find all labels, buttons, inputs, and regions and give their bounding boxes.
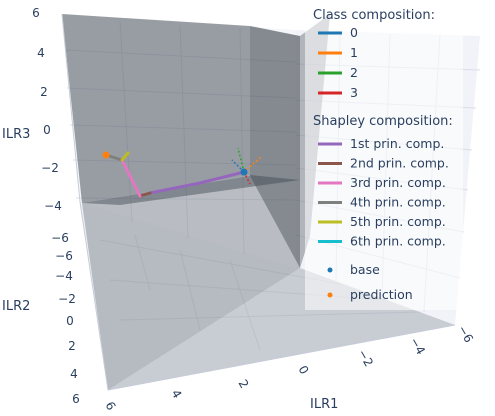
y-axis-title: ILR2 <box>2 299 30 314</box>
shapley-segment-2nd <box>138 191 152 198</box>
shapley-path <box>104 147 263 198</box>
x-tick-label: 4 <box>168 387 184 401</box>
z-tick-label: −6 <box>51 231 69 245</box>
z-axis-title: ILR3 <box>2 127 30 142</box>
y-tick-label: 2 <box>68 339 76 353</box>
z-axis-ticks: 6 4 2 0 −2 −4 −6 <box>32 6 69 245</box>
legend-class-label: 3 <box>350 85 358 100</box>
x-tick-label: −4 <box>407 335 428 357</box>
x-tick-label: 2 <box>235 377 251 391</box>
legend-shapley-items: 1st prin. comp. 2nd prin. comp. 3rd prin. … <box>318 136 449 249</box>
region-plane-center <box>250 26 300 268</box>
z-tick-label: 4 <box>37 46 45 60</box>
y-tick-label: 0 <box>66 314 74 328</box>
y-tick-label: 4 <box>70 367 78 381</box>
z-tick-label: −2 <box>41 161 59 175</box>
prediction-point <box>102 151 110 159</box>
legend-class-title: Class composition: <box>313 8 435 23</box>
shapley-segment-1st <box>148 170 246 195</box>
x-tick-label: −2 <box>355 347 376 369</box>
z-tick-label: 0 <box>43 123 51 137</box>
shapley-segment-3rd <box>120 158 142 198</box>
class-arrow-0 <box>231 159 245 173</box>
legend-point-marker <box>327 292 333 298</box>
x-tick-label: 6 <box>102 399 118 413</box>
z-tick-label: 6 <box>32 6 40 20</box>
y-tick-label: −6 <box>55 249 73 263</box>
region-plane-floor <box>82 176 300 390</box>
legend-shapley-label: 6th prin. comp. <box>350 234 446 249</box>
legend-shapley-label: 5th prin. comp. <box>350 214 446 229</box>
z-tick-label: 2 <box>40 85 48 99</box>
legend-shapley-label: 3rd prin. comp. <box>350 175 446 190</box>
x-tick-label: 0 <box>295 363 311 377</box>
x-axis-title: ILR1 <box>310 397 338 412</box>
class-arrow-2 <box>237 147 245 173</box>
class-arrow-1 <box>243 155 263 173</box>
legend-shapley-title: Shapley composition: <box>313 114 453 129</box>
y-tick-label: −2 <box>58 292 76 306</box>
legend-class-label: 2 <box>350 65 358 80</box>
z-tick-label: −4 <box>44 199 62 213</box>
y-tick-label: −4 <box>55 269 73 283</box>
legend-class-items: 0 1 2 3 <box>318 25 358 100</box>
legend-point-items: base prediction <box>327 262 413 302</box>
legend-point-label: prediction <box>350 287 413 302</box>
legend-class-label: 0 <box>350 25 358 40</box>
axis-frame <box>61 13 456 391</box>
base-point <box>240 168 248 176</box>
y-axis-ticks: −6 −4 −2 0 2 4 6 <box>55 249 80 406</box>
legend-shapley-label: 2nd prin. comp. <box>350 156 449 171</box>
legend-shapley-label: 4th prin. comp. <box>350 195 446 210</box>
legend-point-marker <box>327 267 333 273</box>
legend-shapley-label: 1st prin. comp. <box>350 136 444 151</box>
points-layer <box>102 151 248 176</box>
y-tick-label: 6 <box>72 392 80 406</box>
legend: Class composition: 0 1 2 3 Shapley composit… <box>305 0 463 310</box>
legend-point-label: base <box>350 262 380 277</box>
x-tick-label: −6 <box>455 323 476 345</box>
region-band <box>82 175 300 205</box>
shapley-segment-5th <box>120 151 130 162</box>
region-plane-left <box>62 14 250 203</box>
legend-class-label: 1 <box>350 45 358 60</box>
